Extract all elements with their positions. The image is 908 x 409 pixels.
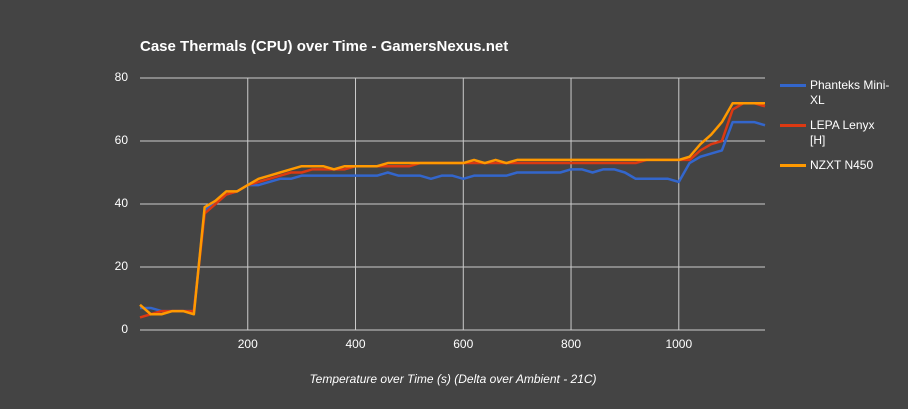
legend: Phanteks Mini-XL LEPA Lenyx [H] NZXT N450 <box>780 78 890 183</box>
x-axis-label: Temperature over Time (s) (Delta over Am… <box>309 372 596 386</box>
legend-swatch <box>780 124 806 127</box>
series-line <box>140 120 766 313</box>
legend-item: Phanteks Mini-XL <box>780 78 890 108</box>
y-tick-label: 20 <box>115 259 129 273</box>
legend-label: Phanteks Mini-XL <box>810 78 890 107</box>
y-tick-label: 0 <box>121 322 128 336</box>
series-line <box>139 101 766 319</box>
legend-label: NZXT N450 <box>810 158 874 172</box>
legend-swatch <box>780 84 806 87</box>
x-tick-label: 400 <box>346 337 366 351</box>
x-tick-label: 600 <box>453 337 473 351</box>
chart-title: Case Thermals (CPU) over Time - GamersNe… <box>140 38 508 55</box>
legend-item: LEPA Lenyx [H] <box>780 118 890 148</box>
x-tick-label: 200 <box>238 337 258 351</box>
y-tick-label: 80 <box>115 70 129 84</box>
legend-label: LEPA Lenyx [H] <box>810 118 875 147</box>
legend-swatch <box>780 164 806 167</box>
y-tick-label: 60 <box>115 133 129 147</box>
x-tick-label: 1000 <box>665 337 692 351</box>
legend-item: NZXT N450 <box>780 158 890 173</box>
x-tick-label: 800 <box>561 337 581 351</box>
y-tick-label: 40 <box>115 196 129 210</box>
series-line <box>139 101 765 316</box>
